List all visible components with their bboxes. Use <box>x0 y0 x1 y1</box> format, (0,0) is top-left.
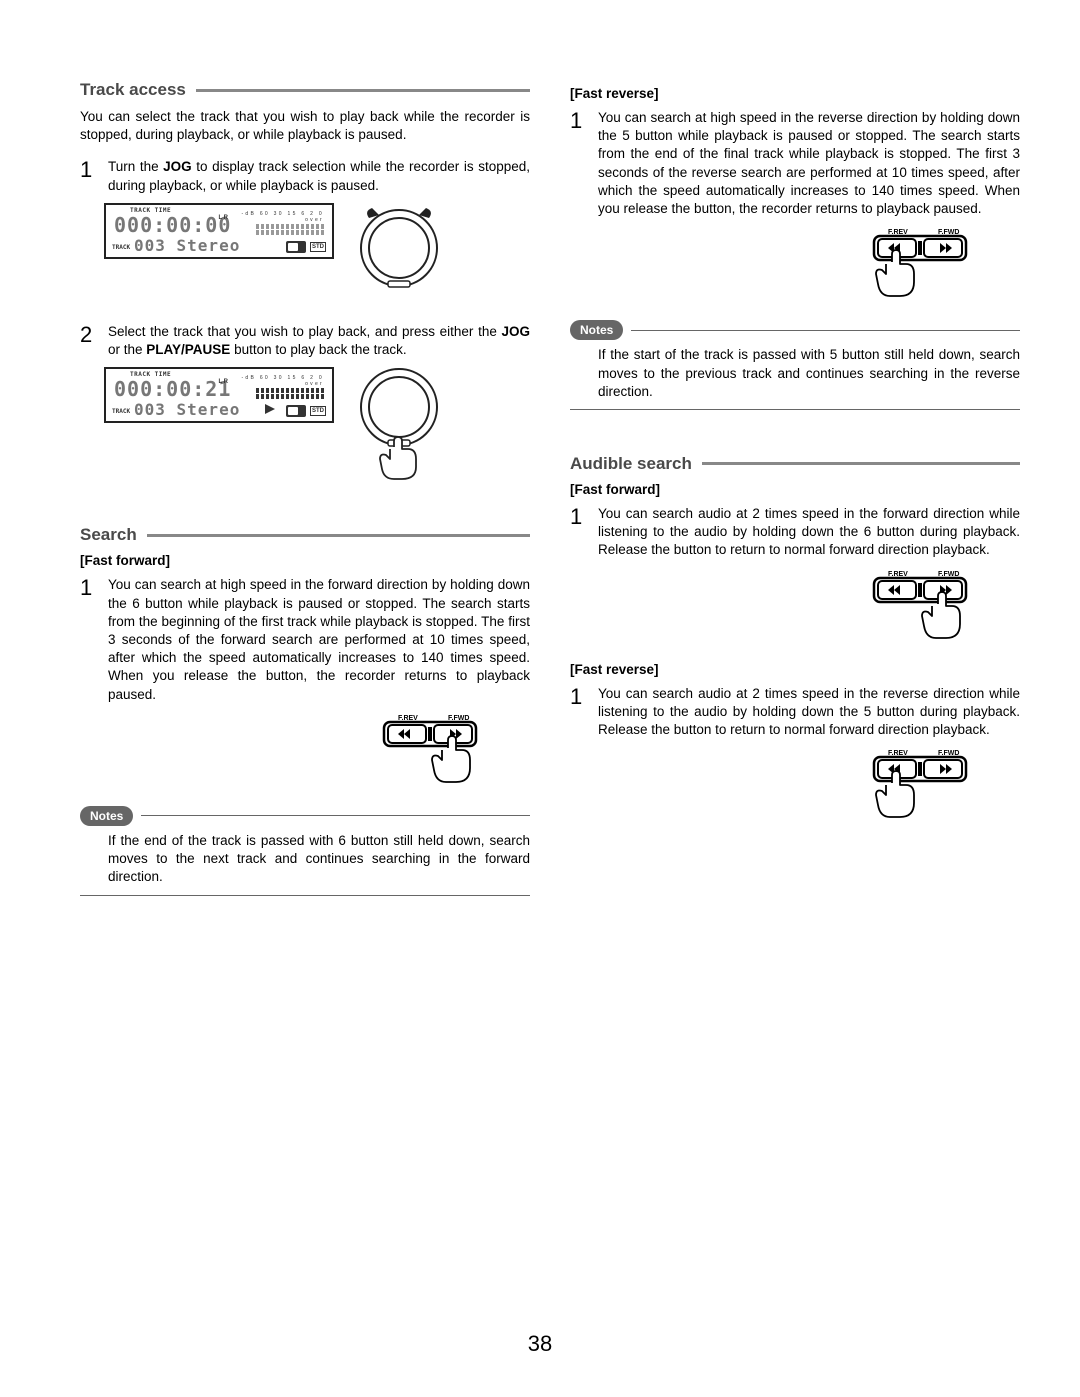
step-number: 1 <box>570 109 598 218</box>
notes-heading: Notes <box>80 806 530 826</box>
step-text: Select the track that you wish to play b… <box>108 323 530 359</box>
jog-dial-icon <box>354 203 444 303</box>
subheading-fast-reverse: [Fast reverse] <box>570 86 1020 101</box>
card-icon <box>286 405 306 417</box>
section-audible-search: Audible search <box>570 454 1020 474</box>
play-icon <box>264 403 276 415</box>
page-number: 38 <box>0 1331 1080 1357</box>
figure-ffwd-button: F.REV F.FWD <box>80 712 530 792</box>
right-column: [Fast reverse] 1 You can search at high … <box>570 80 1020 920</box>
track-access-step-1: 1 Turn the JOG to display track selectio… <box>80 158 530 194</box>
step-number: 1 <box>80 158 108 194</box>
audible-ff-step: 1 You can search audio at 2 times speed … <box>570 505 1020 560</box>
subheading-fast-reverse: [Fast reverse] <box>570 662 1020 677</box>
frev-ffwd-press-left-icon: F.REV F.FWD <box>870 747 980 827</box>
heading-track-access: Track access <box>80 80 186 100</box>
rule <box>147 534 530 537</box>
lcd-display-1: TRACK TIME 000:00:00 TRACK 003 Stereo L … <box>104 203 334 259</box>
search-fr-step: 1 You can search at high speed in the re… <box>570 109 1020 218</box>
section-search: Search <box>80 525 530 545</box>
step-text: Turn the JOG to display track selection … <box>108 158 530 194</box>
rule <box>196 89 530 92</box>
figure-lcd-jog-1: TRACK TIME 000:00:00 TRACK 003 Stereo L … <box>104 203 530 303</box>
notes-pill: Notes <box>80 806 133 826</box>
step-number: 1 <box>570 685 598 740</box>
subheading-fast-forward: [Fast forward] <box>80 553 530 568</box>
track-access-intro: You can select the track that you wish t… <box>80 108 530 144</box>
subheading-fast-forward: [Fast forward] <box>570 482 1020 497</box>
track-access-step-2: 2 Select the track that you wish to play… <box>80 323 530 359</box>
step-text: You can search audio at 2 times speed in… <box>598 685 1020 740</box>
frev-ffwd-press-left-icon: F.REV F.FWD <box>870 226 980 306</box>
card-icon <box>286 241 306 253</box>
figure-lcd-jog-2: TRACK TIME 000:00:21 TRACK 003 Stereo L … <box>104 367 530 487</box>
lcd-display-2: TRACK TIME 000:00:21 TRACK 003 Stereo L … <box>104 367 334 423</box>
frev-ffwd-press-right-icon: F.REV F.FWD <box>380 712 490 792</box>
heading-audible-search: Audible search <box>570 454 692 474</box>
step-text: You can search audio at 2 times speed in… <box>598 505 1020 560</box>
heading-search: Search <box>80 525 137 545</box>
step-text: You can search at high speed in the forw… <box>108 576 530 704</box>
rule <box>702 462 1020 465</box>
figure-frev-button: F.REV F.FWD <box>570 226 1020 306</box>
left-column: Track access You can select the track th… <box>80 80 530 920</box>
step-number: 1 <box>80 576 108 704</box>
jog-dial-press-icon <box>354 367 444 487</box>
search-ff-step: 1 You can search at high speed in the fo… <box>80 576 530 704</box>
section-end-rule <box>80 895 530 896</box>
notes-text: If the start of the track is passed with… <box>598 346 1020 401</box>
rule <box>141 815 530 816</box>
audible-fr-step: 1 You can search audio at 2 times speed … <box>570 685 1020 740</box>
std-icon: STD <box>310 406 326 416</box>
frev-ffwd-press-right-icon: F.REV F.FWD <box>870 568 980 648</box>
notes-heading: Notes <box>570 320 1020 340</box>
step-text: You can search at high speed in the reve… <box>598 109 1020 218</box>
step-number: 2 <box>80 323 108 359</box>
section-track-access: Track access <box>80 80 530 100</box>
std-icon: STD <box>310 242 326 252</box>
section-end-rule <box>570 409 1020 410</box>
page: Track access You can select the track th… <box>0 0 1080 960</box>
notes-text: If the end of the track is passed with 6… <box>108 832 530 887</box>
rule <box>631 330 1020 331</box>
figure-ffwd-button-2: F.REV F.FWD <box>570 568 1020 648</box>
step-number: 1 <box>570 505 598 560</box>
notes-pill: Notes <box>570 320 623 340</box>
figure-frev-button-2: F.REV F.FWD <box>570 747 1020 827</box>
